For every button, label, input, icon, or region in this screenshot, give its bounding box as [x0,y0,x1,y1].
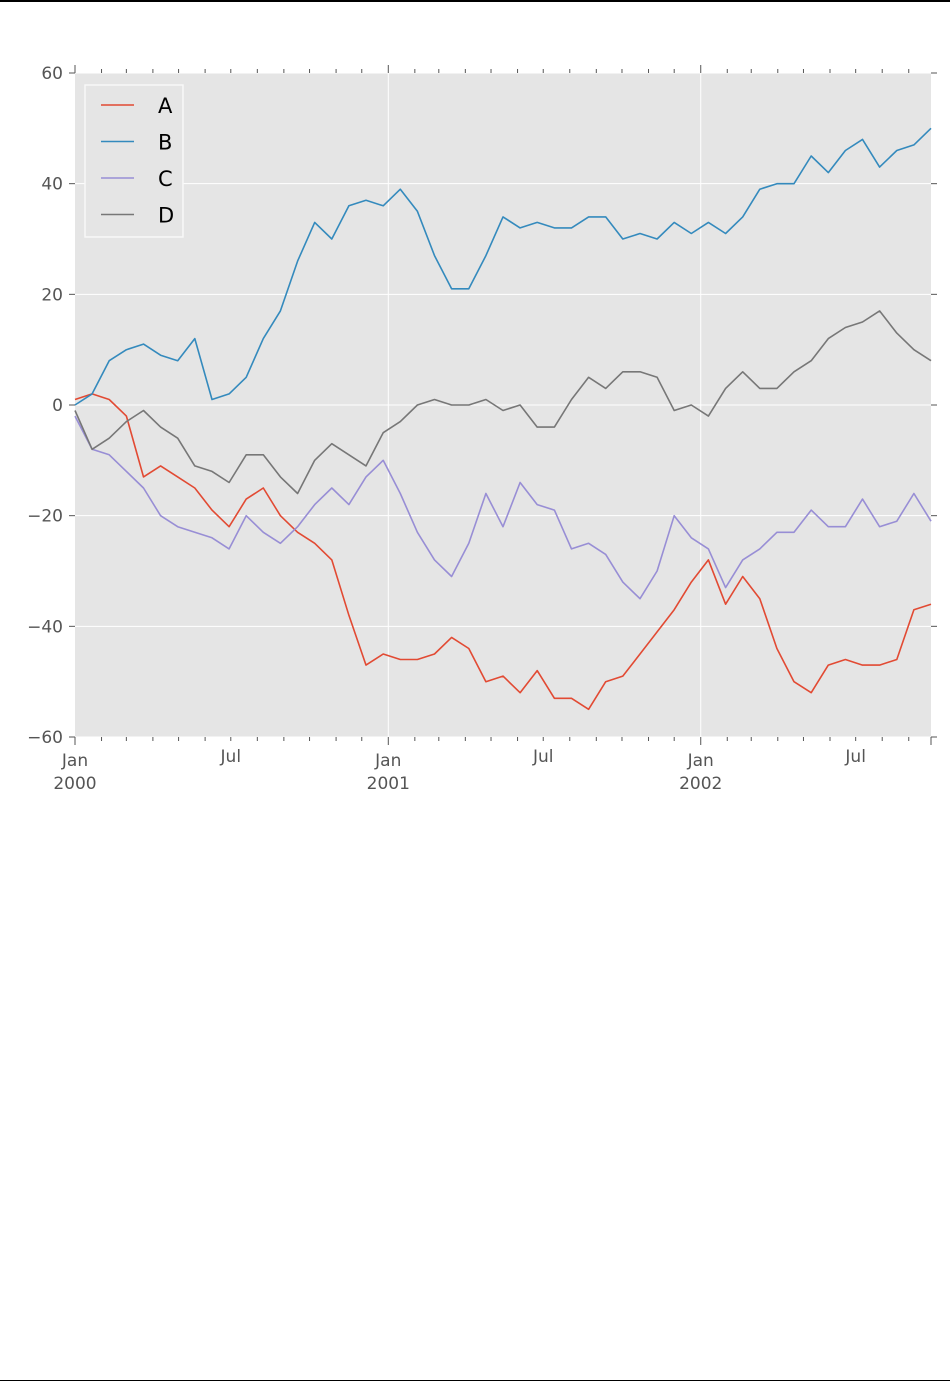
y-tick-label: −20 [27,507,63,527]
legend-label-b: B [158,131,172,155]
page-top-rule [0,0,950,2]
series-line-d [74,310,932,495]
legend-box [84,84,184,238]
x-tick-label-month: Jan [374,751,401,771]
y-axis-tick-labels: 60 40 20 0 −20 −40 −60 [27,64,63,748]
x-tick-label-year: 2000 [53,774,96,794]
x-tick-label-month: Jul [220,747,242,767]
y-tick-label: 40 [41,175,63,195]
series-lines [74,127,932,711]
x-tick-label-year: 2002 [679,774,722,794]
x-tick-label-month: Jan [61,751,88,771]
x-tick-label-month: Jul [532,747,554,767]
x-tick-label-year: 2001 [367,774,410,794]
legend-label-d: D [158,204,174,228]
y-tick-label: −40 [27,617,63,637]
legend-label-a: A [158,94,173,118]
legend-label-c: C [158,167,173,191]
y-tick-label: −60 [27,728,63,748]
y-tick-label: 0 [52,396,63,416]
x-tick-label-month: Jul [844,747,866,767]
series-line-b [74,127,932,406]
x-tick-label-month: Jan [687,751,714,771]
axis-ticks [69,65,937,745]
y-tick-label: 20 [41,285,63,305]
series-line-c [74,415,932,600]
series-line-a [74,393,932,711]
y-tick-label: 60 [41,64,63,84]
x-axis-tick-labels: Jan 2000 Jul Jan 2001 Jul Jan 2002 Jul [53,747,866,794]
page-bottom-rule [0,1380,950,1381]
